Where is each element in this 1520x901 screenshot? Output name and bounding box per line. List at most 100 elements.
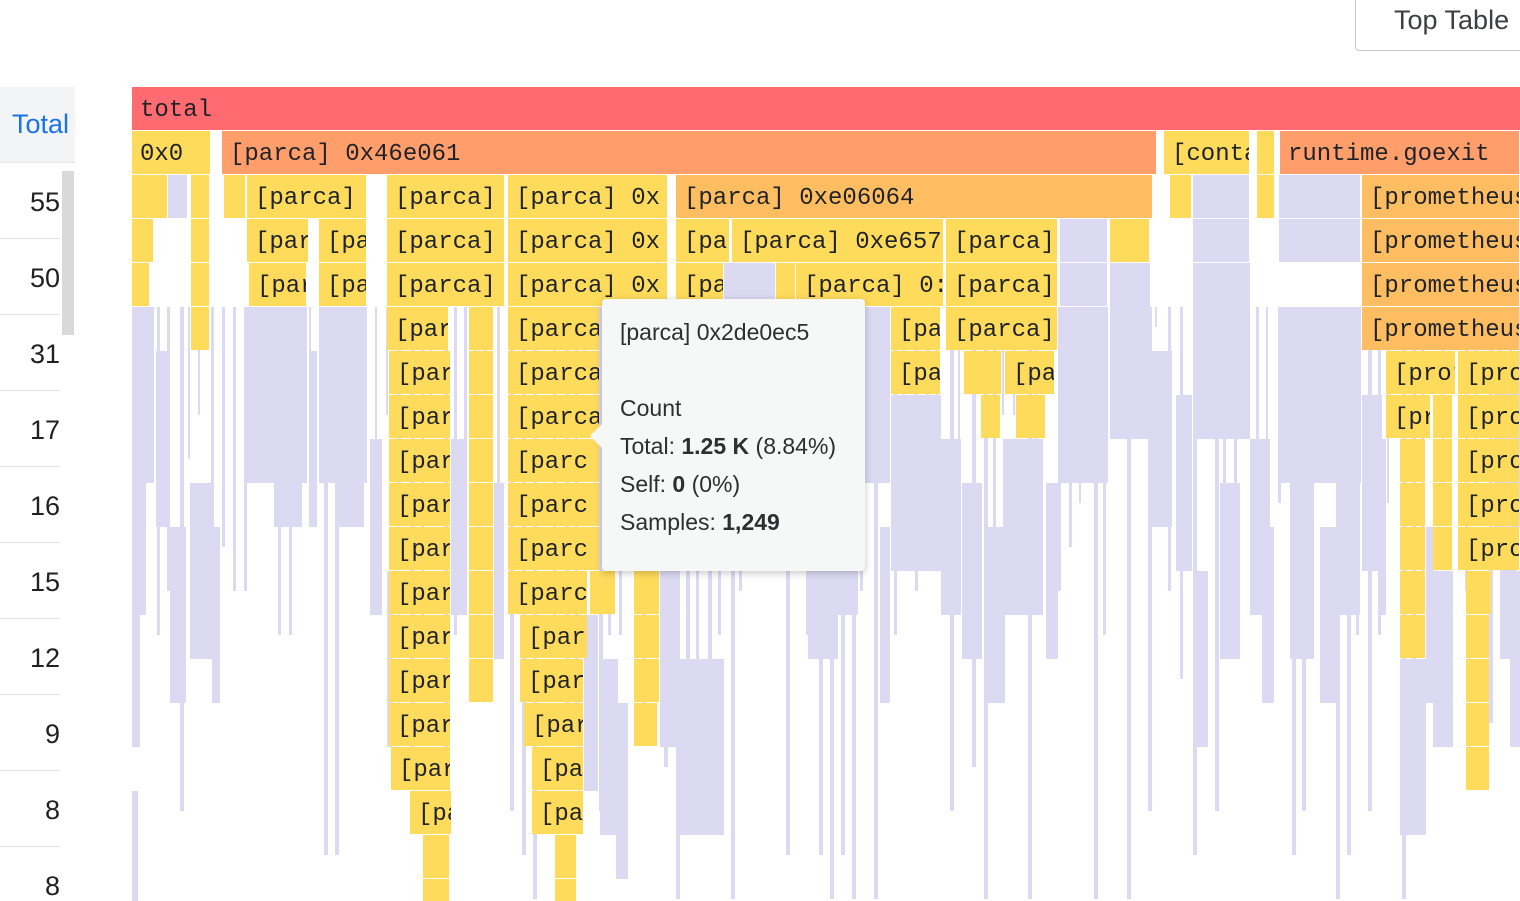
flame-frame[interactable] [389,395,450,438]
flame-frame[interactable] [1256,307,1259,591]
flame-frame[interactable] [212,527,220,703]
flame-frame[interactable] [180,307,184,811]
flame-frame[interactable] [1170,175,1191,218]
flame-frame[interactable] [222,307,225,547]
flame-frame[interactable] [1310,307,1312,503]
flame-frame[interactable] [353,307,355,459]
flame-frame[interactable] [1400,527,1425,570]
flame-frame[interactable] [1257,131,1274,174]
flame-frame[interactable] [676,263,723,306]
flame-frame[interactable] [336,351,364,527]
flame-frame[interactable] [191,175,209,218]
flame-frame[interactable] [469,351,493,394]
flame-frame[interactable] [508,395,599,438]
flame-frame[interactable] [1426,527,1434,703]
flame-frame[interactable] [926,307,929,547]
flame-frame[interactable] [1155,307,1157,327]
flame-frame[interactable] [1458,439,1519,482]
flame-frame[interactable] [555,879,576,901]
flame-frame[interactable] [387,219,504,262]
flame-frame[interactable] [508,483,599,526]
flame-frame[interactable] [319,263,366,306]
flame-frame[interactable] [1280,131,1519,174]
top-table-button[interactable]: Top Table [1355,0,1520,51]
flame-frame[interactable] [1168,307,1171,591]
flame-frame[interactable] [676,219,729,262]
flame-frame[interactable] [410,791,451,834]
flame-frame[interactable] [1279,175,1360,218]
flame-frame[interactable] [508,219,667,262]
flame-frame[interactable] [389,439,450,482]
flame-frame[interactable] [1060,219,1107,262]
flame-frame[interactable] [1028,307,1032,899]
flame-frame[interactable] [1433,527,1452,570]
flame-frame[interactable] [253,307,255,327]
flame-frame[interactable] [497,307,500,591]
flame-frame[interactable] [1103,307,1106,635]
flame-frame[interactable] [1193,175,1249,218]
flame-frame[interactable] [1302,307,1306,811]
flame-frame[interactable] [984,307,988,899]
flame-root-frame[interactable] [132,87,1520,130]
flame-frame[interactable] [520,615,587,658]
table-scrollbar[interactable] [62,171,74,335]
flame-frame[interactable] [1356,307,1359,635]
flame-frame[interactable] [1150,351,1172,527]
flame-frame[interactable] [1278,307,1281,503]
flame-frame[interactable] [1279,219,1360,262]
flame-frame[interactable] [874,307,878,899]
flame-frame[interactable] [1362,307,1519,350]
flame-frame[interactable] [1510,571,1520,747]
flame-frame[interactable] [335,307,339,855]
flame-frame[interactable] [1002,307,1004,415]
flame-frame[interactable] [297,307,299,327]
flame-frame[interactable] [1400,483,1425,526]
flame-frame[interactable] [1320,527,1336,703]
flame-frame[interactable] [1243,307,1245,371]
flame-frame[interactable] [342,307,344,459]
flame-frame[interactable] [167,307,170,591]
flame-frame[interactable] [132,219,153,262]
flame-frame[interactable] [1466,571,1491,614]
flame-frame[interactable] [1433,483,1452,526]
flame-frame[interactable] [1362,219,1519,262]
flame-frame[interactable] [508,263,667,306]
flame-frame[interactable] [188,307,190,459]
flame-frame[interactable] [1433,439,1452,482]
flame-frame[interactable] [1458,527,1519,570]
flame-frame[interactable] [634,571,659,614]
flame-frame[interactable] [891,307,940,350]
flame-frame[interactable] [222,131,1156,174]
flame-frame[interactable] [1458,483,1519,526]
flame-frame[interactable] [946,263,1057,306]
flame-frame[interactable] [1094,307,1098,899]
flame-frame[interactable] [1215,307,1219,811]
flame-frame[interactable] [1362,175,1519,218]
flame-frame[interactable] [508,439,599,482]
flame-frame[interactable] [469,615,493,658]
flame-frame[interactable] [1069,307,1072,547]
flame-frame[interactable] [143,307,145,371]
total-column-header[interactable]: Total [0,87,75,163]
flame-frame[interactable] [1016,395,1045,438]
flame-frame[interactable] [732,219,943,262]
flame-frame[interactable] [1400,571,1425,614]
flame-frame[interactable] [600,659,618,835]
flame-frame[interactable] [191,263,209,306]
flame-frame[interactable] [972,307,976,767]
flame-frame[interactable] [132,131,210,174]
flame-frame[interactable] [1133,307,1135,371]
flame-frame[interactable] [233,307,236,591]
flame-frame[interactable] [524,703,583,746]
flame-frame[interactable] [796,263,943,306]
flame-frame[interactable] [508,527,599,570]
flame-frame[interactable] [387,307,448,350]
flame-frame[interactable] [309,307,311,459]
flame-frame[interactable] [191,219,209,262]
flame-frame[interactable] [309,351,317,527]
flame-frame[interactable] [190,483,212,659]
flame-frame[interactable] [1466,703,1489,746]
flame-frame[interactable] [389,703,450,746]
flame-frame[interactable] [958,307,960,459]
flame-frame[interactable] [1148,307,1152,811]
